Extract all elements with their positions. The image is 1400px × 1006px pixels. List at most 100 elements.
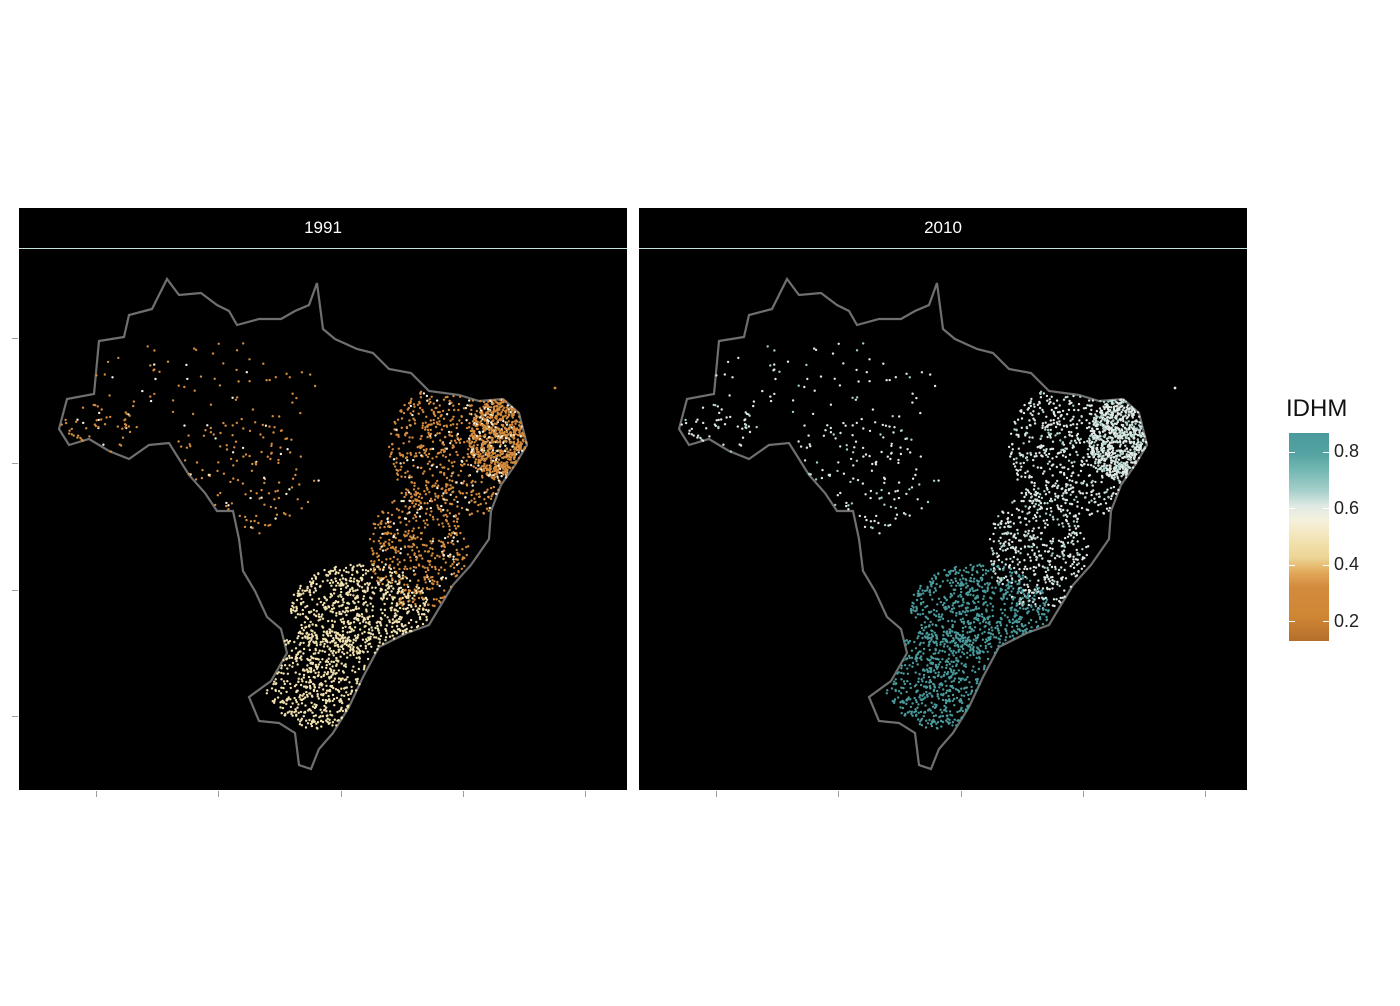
municipality-point — [1057, 523, 1061, 526]
municipality-point — [430, 554, 433, 557]
municipality-point — [501, 404, 504, 408]
municipality-point — [390, 606, 394, 609]
municipality-point — [413, 588, 416, 591]
municipality-point — [950, 650, 953, 653]
municipality-point — [328, 718, 331, 721]
municipality-point — [949, 634, 953, 637]
municipality-point — [928, 681, 931, 684]
municipality-point — [513, 457, 516, 461]
municipality-point — [325, 664, 328, 667]
municipality-point — [310, 636, 313, 639]
municipality-point — [1072, 558, 1075, 561]
municipality-point — [332, 669, 336, 672]
municipality-point — [397, 617, 401, 621]
municipality-point — [920, 371, 924, 374]
municipality-point — [1032, 410, 1035, 413]
municipality-point — [302, 692, 305, 696]
municipality-point — [1025, 534, 1028, 537]
municipality-point — [450, 573, 453, 576]
municipality-point — [1114, 431, 1117, 434]
municipality-point — [500, 461, 503, 464]
municipality-point — [450, 461, 453, 464]
municipality-point — [358, 683, 361, 686]
municipality-point — [692, 434, 695, 437]
municipality-point — [485, 451, 488, 455]
municipality-point — [370, 576, 374, 579]
municipality-point — [357, 580, 361, 583]
municipality-point — [277, 690, 281, 693]
municipality-point — [304, 636, 307, 639]
municipality-point — [435, 465, 438, 469]
municipality-point — [966, 584, 969, 588]
municipality-point — [1056, 479, 1059, 483]
municipality-point — [443, 545, 446, 549]
municipality-point — [346, 651, 349, 654]
municipality-point — [978, 660, 981, 664]
municipality-point — [429, 540, 432, 543]
municipality-point — [451, 486, 454, 489]
municipality-point — [428, 460, 431, 463]
municipality-point — [902, 701, 906, 704]
municipality-point — [700, 438, 703, 441]
municipality-point — [474, 413, 477, 416]
municipality-point — [302, 685, 306, 688]
municipality-point — [491, 477, 494, 480]
municipality-point — [397, 590, 401, 593]
municipality-point — [423, 502, 426, 505]
municipality-point — [404, 595, 408, 598]
municipality-point — [403, 567, 406, 571]
municipality-point — [340, 687, 343, 690]
municipality-point — [337, 633, 340, 636]
municipality-point — [400, 491, 403, 495]
municipality-point — [1016, 621, 1019, 624]
municipality-point — [338, 709, 341, 713]
municipality-point — [475, 427, 479, 431]
municipality-point — [329, 634, 333, 637]
municipality-point — [342, 620, 346, 623]
municipality-point — [353, 577, 356, 580]
municipality-point — [288, 514, 291, 517]
municipality-point — [404, 530, 407, 533]
municipality-point — [325, 691, 328, 695]
municipality-point — [288, 376, 291, 379]
municipality-point — [399, 462, 402, 465]
municipality-point — [1025, 523, 1028, 526]
municipality-point — [1039, 392, 1042, 396]
municipality-point — [251, 462, 254, 466]
municipality-point — [466, 463, 470, 466]
municipality-point — [965, 613, 968, 617]
municipality-point — [367, 622, 370, 625]
municipality-point — [503, 455, 506, 459]
municipality-point — [308, 648, 311, 652]
municipality-point — [911, 714, 914, 717]
municipality-point — [370, 645, 373, 648]
municipality-point — [297, 703, 300, 706]
municipality-point — [1053, 414, 1057, 417]
municipality-point — [1072, 394, 1075, 398]
municipality-point — [1062, 508, 1065, 512]
municipality-point — [452, 515, 456, 518]
municipality-point — [417, 526, 420, 529]
municipality-point — [153, 363, 156, 366]
municipality-point — [319, 715, 322, 718]
municipality-point — [847, 504, 850, 507]
municipality-point — [1124, 444, 1127, 447]
municipality-point — [345, 586, 348, 589]
municipality-point — [1042, 597, 1045, 600]
municipality-point — [437, 523, 441, 526]
municipality-point — [511, 409, 514, 412]
municipality-point — [1029, 556, 1032, 559]
municipality-point — [961, 626, 965, 630]
municipality-point — [376, 581, 380, 585]
municipality-point — [403, 533, 406, 537]
municipality-point — [1060, 540, 1063, 543]
municipality-point — [345, 570, 348, 574]
municipality-point — [997, 565, 1000, 569]
municipality-point — [1111, 449, 1115, 452]
municipality-point — [379, 608, 383, 611]
municipality-point — [925, 589, 929, 592]
municipality-point — [953, 644, 957, 647]
municipality-point — [456, 540, 459, 543]
municipality-point — [443, 568, 446, 572]
municipality-point — [283, 639, 286, 643]
